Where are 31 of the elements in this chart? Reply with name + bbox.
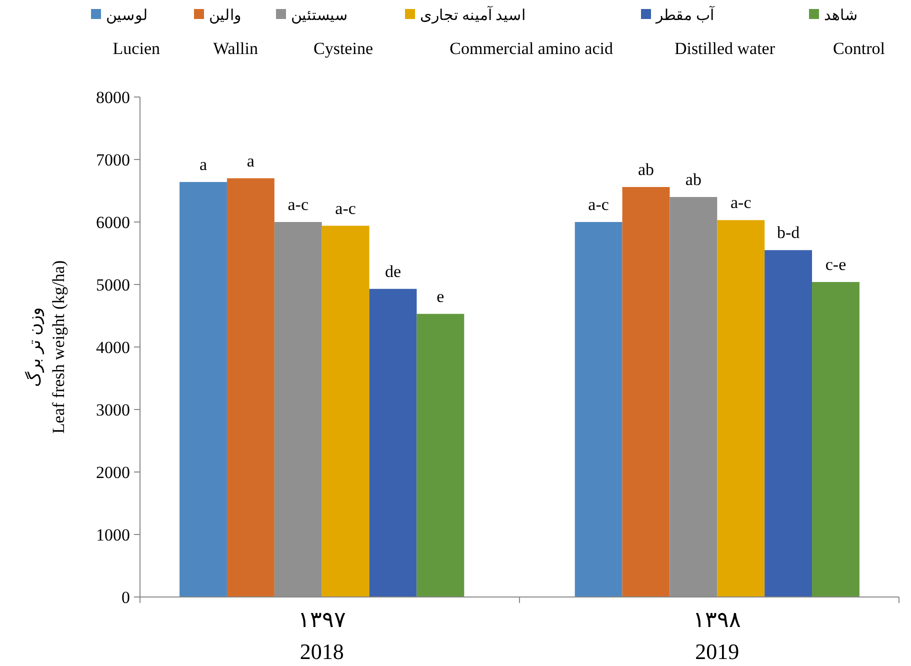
y-tick-label: 2000 [96,462,130,482]
bar [180,182,227,597]
y-tick-label: 0 [122,588,130,607]
data-label: ab [638,160,654,179]
data-label: a-c [730,193,752,212]
data-label: a [246,151,255,170]
bar [574,222,622,597]
data-label: a [199,155,208,174]
data-label: ab [685,170,702,189]
bar [764,250,812,597]
bar [812,282,860,597]
data-label: c-e [825,255,846,274]
y-tick-label: 1000 [96,525,130,544]
data-label: a-c [288,195,309,214]
bar [369,288,417,597]
bar [717,220,765,597]
bar [226,178,274,597]
data-label: a-c [335,198,356,218]
data-label: de [384,262,402,281]
bar [416,314,464,597]
y-tick-label: 5000 [96,275,130,294]
data-label: a-c [588,195,610,214]
bar [622,187,670,597]
y-tick-label: 7000 [96,150,130,170]
data-label: e [436,286,444,306]
bar [322,226,370,597]
y-tick-label: 8000 [96,88,130,107]
data-label: b-d [776,223,800,242]
y-tick-label: 6000 [96,212,130,232]
y-tick-label: 4000 [96,338,130,357]
y-tick-label: 3000 [96,400,130,420]
